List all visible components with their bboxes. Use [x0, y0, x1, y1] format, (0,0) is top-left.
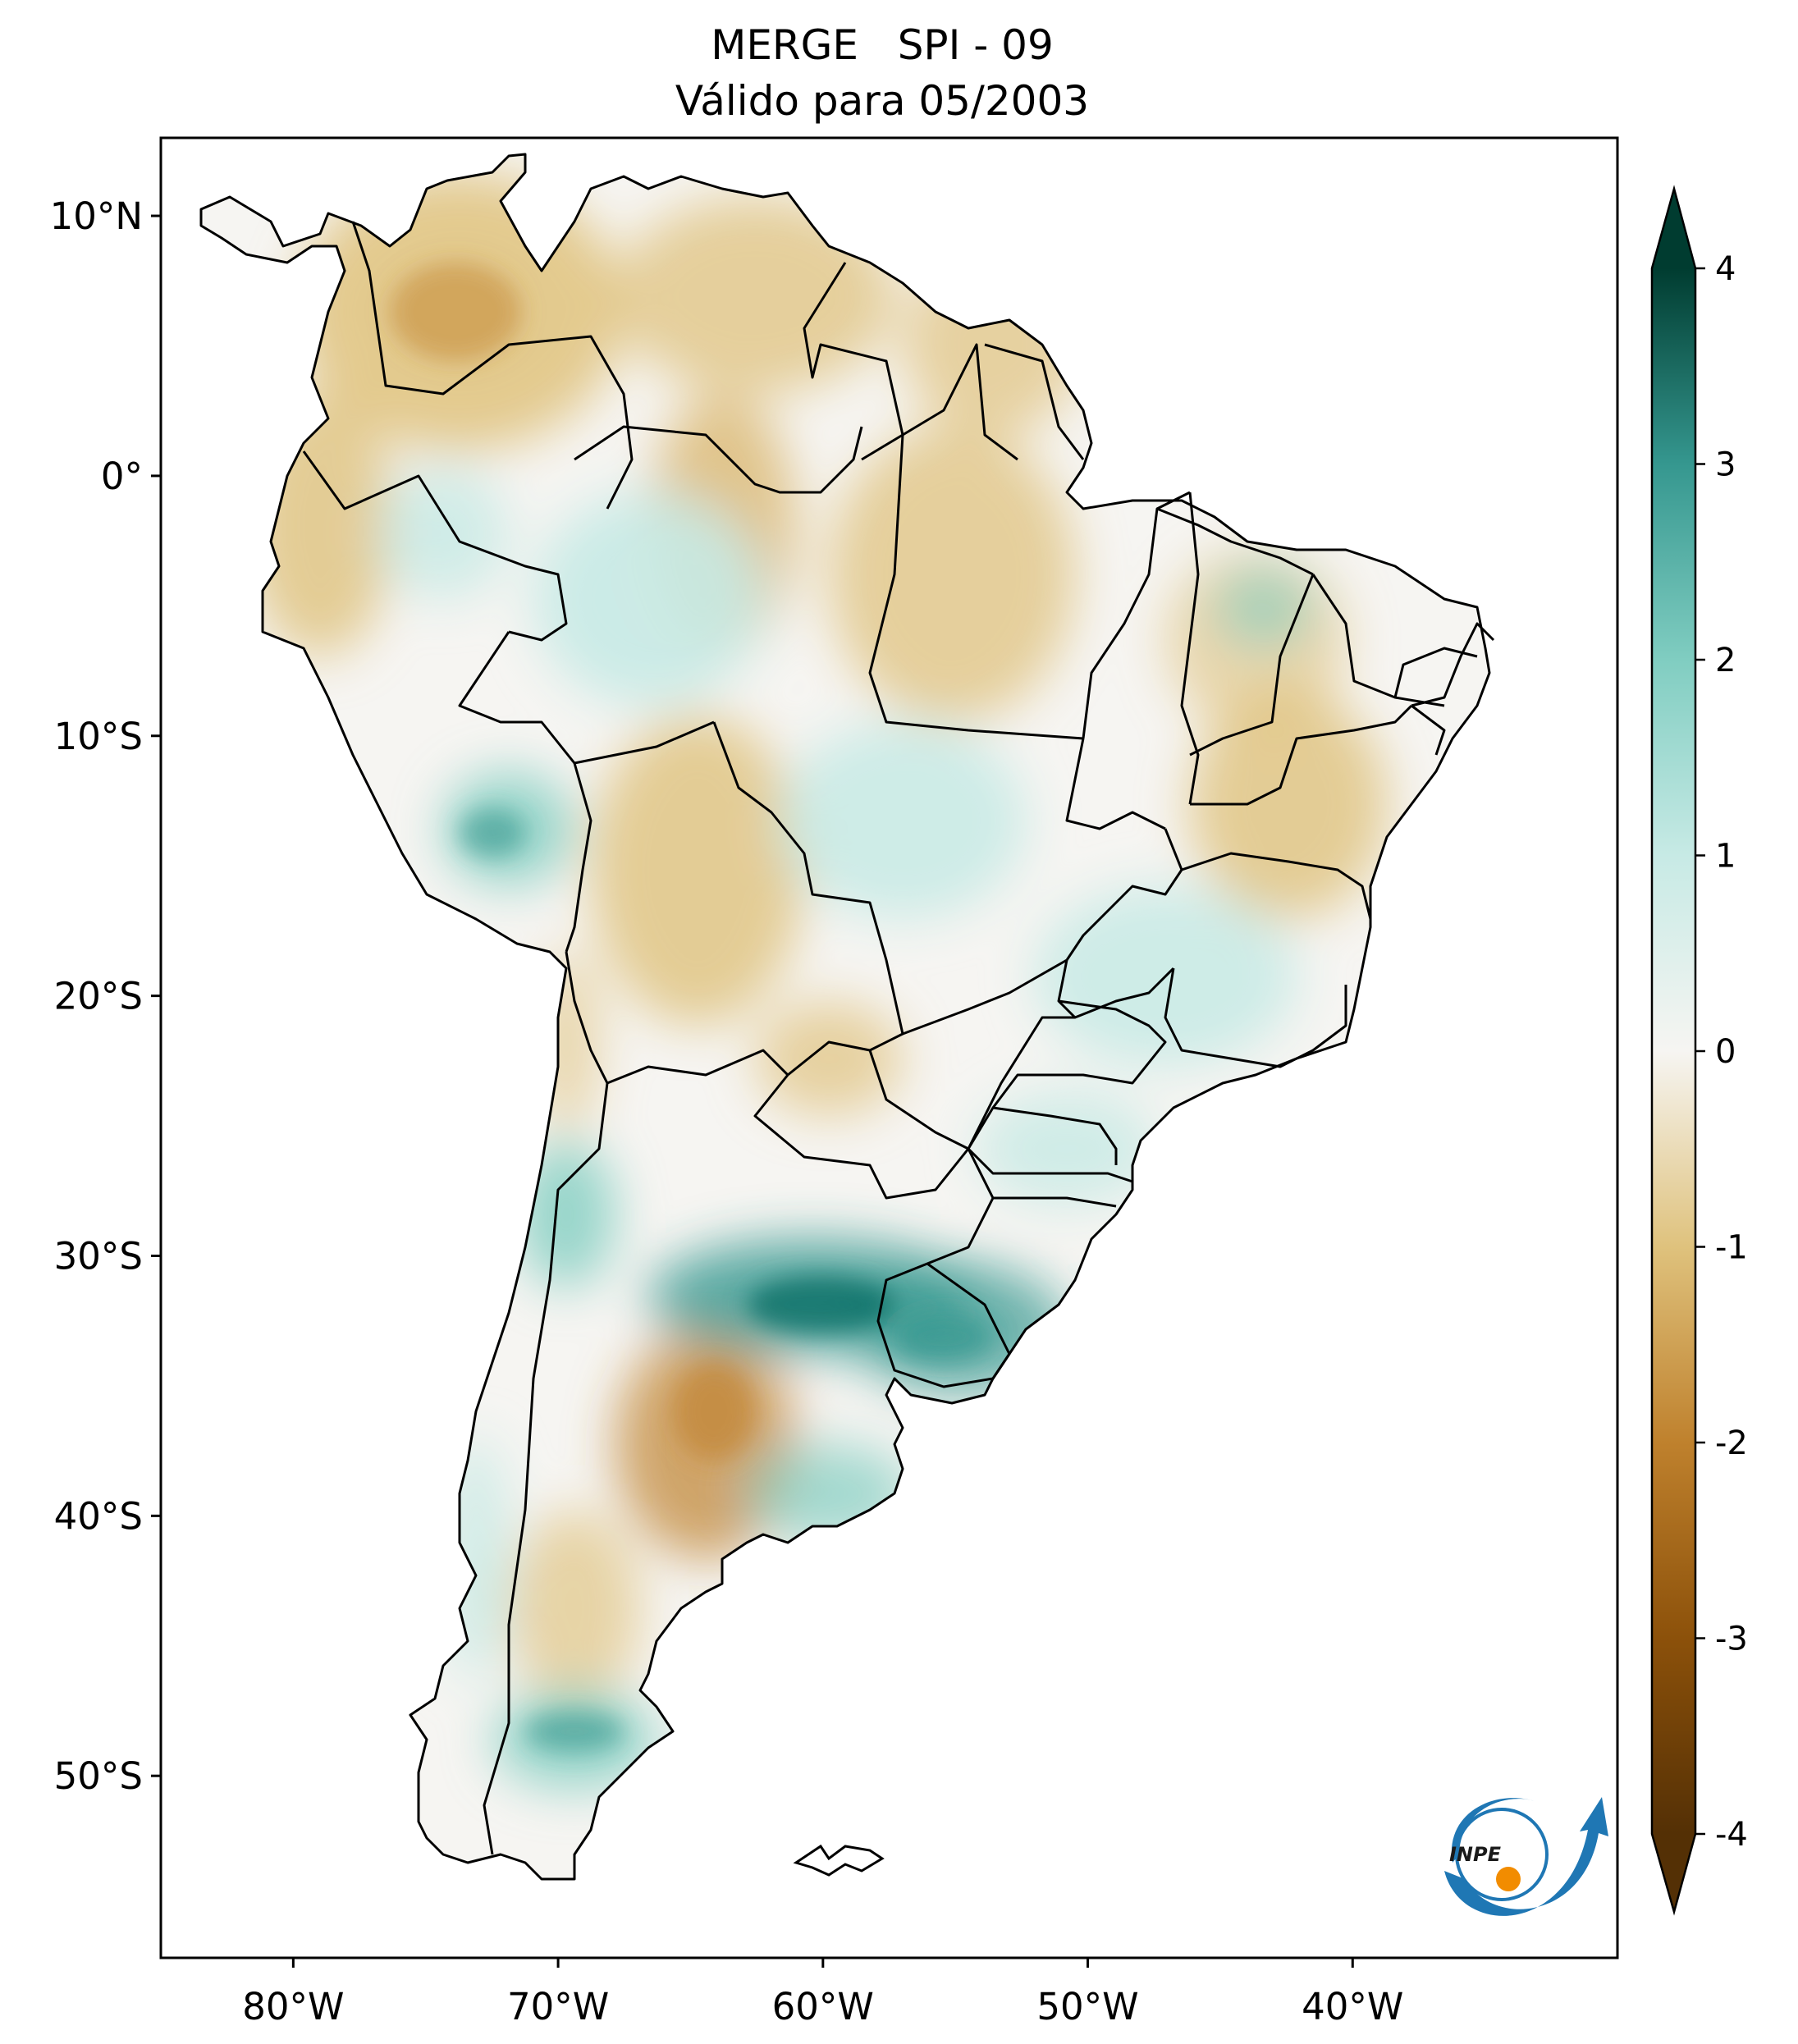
colorbar-tick-label: 0 [1715, 1033, 1736, 1071]
lat-tick-label: 20°S [54, 975, 143, 1018]
inpe-logo: INPE [1444, 1797, 1608, 1916]
map-panel [159, 136, 1619, 1959]
country-borders [302, 221, 1495, 1855]
lat-tick-label: 30°S [54, 1234, 143, 1278]
logo-orbit-icon [1455, 1808, 1549, 1901]
longitude-ticks: 80°W 70°W 60°W 50°W 40°W [242, 1958, 1403, 2028]
colorbar-tick-label: 1 [1715, 838, 1736, 876]
lon-tick-label: 80°W [242, 1985, 344, 2028]
colorbar-ticks: 4 3 2 1 0 -1 -2 -3 -4 [1695, 250, 1748, 1854]
lat-tick-label: 10°N [50, 194, 143, 238]
title-line-2: Válido para 05/2003 [675, 77, 1089, 125]
lat-tick-label: 10°S [54, 715, 143, 758]
colorbar-max-arrow [1652, 189, 1695, 268]
map-frame [159, 136, 1619, 1959]
continent-coastline [199, 153, 1491, 1881]
falkland-islands [793, 1844, 885, 1877]
lon-tick-label: 70°W [507, 1985, 609, 2028]
colorbar-tick-label: -1 [1715, 1229, 1748, 1267]
lon-tick-label: 50°W [1036, 1985, 1138, 2028]
lat-tick-label: 0° [101, 455, 143, 498]
colorbar-tick-label: -4 [1715, 1816, 1748, 1854]
lon-tick-label: 60°W [772, 1985, 874, 2028]
colorbar-tick-label: 3 [1715, 446, 1736, 484]
title-line-1: MERGE SPI - 09 [711, 21, 1054, 69]
colorbar-body [1652, 268, 1695, 1834]
colorbar-tick-label: 2 [1715, 642, 1736, 679]
logo-sun-icon [1496, 1867, 1521, 1891]
lat-tick-label: 50°S [54, 1754, 143, 1798]
logo-swoosh-icon [1444, 1797, 1608, 1916]
colorbar-tick-label: -2 [1715, 1424, 1748, 1462]
lon-tick-label: 40°W [1302, 1985, 1403, 2028]
colorbar-min-arrow [1652, 1834, 1695, 1912]
logo-text: INPE [1449, 1843, 1502, 1866]
colorbar-tick-label: 4 [1715, 250, 1736, 288]
colorbar: 4 3 2 1 0 -1 -2 -3 -4 [1650, 185, 1748, 1916]
logo-arc-icon [1451, 1798, 1535, 1863]
latitude-ticks: 10°N 0° 10°S 20°S 30°S 40°S 50°S [50, 194, 161, 1798]
colorbar-tick-label: -3 [1715, 1621, 1748, 1658]
lat-tick-label: 40°S [54, 1494, 143, 1538]
